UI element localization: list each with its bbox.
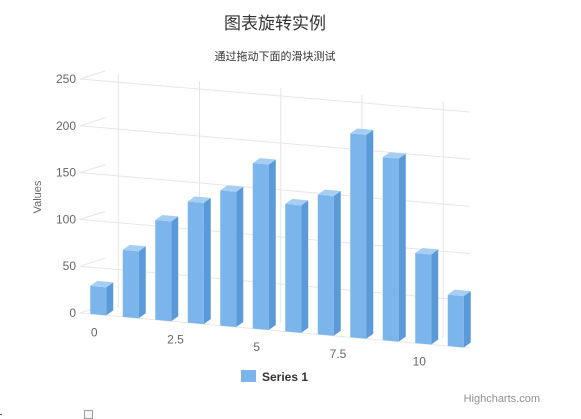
y-axis-label: Values — [32, 180, 44, 213]
bar-front — [285, 203, 302, 333]
bar-front — [350, 133, 367, 339]
x-tick-label: 7.5 — [330, 347, 347, 361]
legend-item-series-1[interactable]: Series 1 — [262, 370, 308, 384]
bar-side — [366, 129, 374, 339]
bar-front — [122, 249, 139, 319]
gridline-h — [79, 312, 471, 349]
credits-link[interactable]: Highcharts.com — [464, 393, 540, 405]
bar-front — [415, 252, 432, 345]
bar-side — [268, 159, 276, 330]
bar-top — [122, 244, 146, 252]
bar-front — [447, 294, 464, 348]
y-tick-label: 100 — [56, 212, 76, 226]
chart-subtitle: 通过拖动下面的滑块测试 — [215, 49, 336, 63]
gridline-side — [79, 164, 106, 174]
bar-side — [431, 249, 439, 345]
bar — [155, 214, 179, 322]
bar-top — [220, 185, 244, 192]
gridline-h — [79, 78, 471, 113]
bar-side — [463, 291, 471, 348]
bar — [285, 198, 309, 333]
y-axis-ticks: 0 50 100 150 200 250 — [56, 72, 76, 320]
bar — [317, 189, 341, 336]
rotation-slider-handle[interactable] — [84, 410, 93, 419]
bar-top — [350, 128, 374, 135]
chart-title: 图表旋转实例 — [224, 14, 326, 34]
legend[interactable]: Series 1 — [241, 370, 308, 384]
bar-side — [333, 191, 341, 336]
bar-side — [236, 186, 244, 328]
y-tick-label: 150 — [56, 166, 76, 180]
bar-front — [382, 157, 399, 342]
bar-side — [106, 282, 114, 316]
bar — [415, 247, 439, 345]
bar-top — [155, 214, 179, 222]
bar-front — [317, 194, 334, 336]
bar — [382, 152, 406, 342]
bar-top — [285, 198, 309, 206]
x-tick-label: 5 — [253, 340, 260, 354]
bar-side — [398, 153, 406, 342]
bar — [252, 158, 276, 330]
bar-side — [203, 197, 211, 325]
y-tick-label: 200 — [56, 119, 76, 133]
y-tick-label: 50 — [63, 259, 77, 273]
bar — [220, 185, 244, 328]
bar-side — [171, 216, 179, 322]
bar-front — [252, 163, 269, 330]
bar — [90, 280, 114, 316]
bar-top — [447, 289, 471, 297]
bar-top — [187, 196, 211, 203]
legend-swatch[interactable] — [241, 370, 256, 382]
bar — [350, 128, 374, 339]
bar-front — [220, 190, 237, 328]
bars — [90, 128, 471, 348]
gridline-side — [79, 257, 106, 267]
bar-top — [415, 247, 439, 255]
bar-top — [252, 158, 276, 165]
x-tick-label: 0 — [91, 325, 98, 339]
gridline-side — [79, 210, 106, 220]
bar-front — [187, 201, 204, 325]
divider — [0, 414, 2, 415]
bar-side — [138, 246, 146, 319]
y-tick-label: 250 — [56, 72, 76, 86]
bar — [122, 244, 146, 319]
bar-top — [90, 280, 114, 288]
gridline-side — [79, 70, 106, 80]
bar-top — [382, 152, 406, 159]
gridline-h — [79, 125, 471, 160]
x-tick-label: 10 — [413, 354, 427, 368]
bar-side — [301, 200, 309, 333]
bar — [447, 289, 471, 348]
bar-front — [90, 285, 107, 316]
bar-top — [317, 189, 341, 197]
x-axis-ticks: 0 2.5 5 7.5 10 — [91, 325, 426, 368]
y-tick-label: 0 — [69, 306, 76, 320]
x-tick-label: 2.5 — [167, 333, 184, 347]
bar-front — [155, 219, 172, 322]
bar — [187, 196, 211, 325]
gridline-side — [79, 117, 106, 127]
